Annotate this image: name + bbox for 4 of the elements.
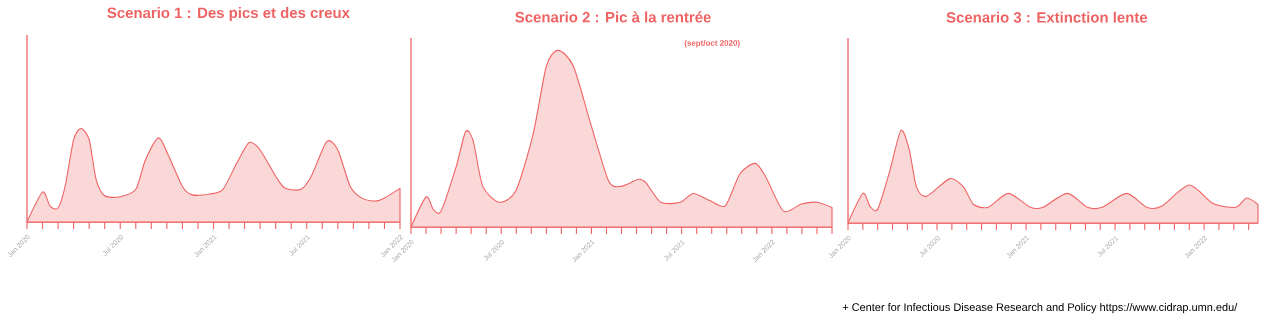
text: + Center for Infectious Disease Research and Policy https://www.cidrap.umn.edu/ [842,303,1238,314]
chart-title: Scenario 1 : Des pics et des creux [107,7,350,22]
chart-title: Scenario 2 : Pic à la rentrée [515,11,711,23]
chart-title: Scenario 3 : Extinction lente [946,11,1148,23]
